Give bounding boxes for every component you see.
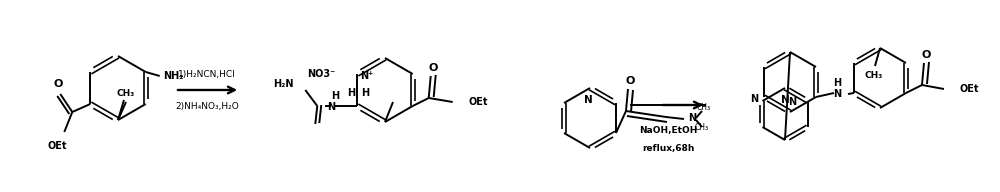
Text: H: H xyxy=(347,88,355,98)
Text: CH₃: CH₃ xyxy=(697,103,711,112)
Text: O: O xyxy=(54,79,63,89)
Text: NO3⁻: NO3⁻ xyxy=(307,69,335,79)
Text: 1)H₂NCN,HCl: 1)H₂NCN,HCl xyxy=(178,70,236,79)
Text: N: N xyxy=(327,102,335,112)
Text: N: N xyxy=(688,113,696,123)
Text: NH₂: NH₂ xyxy=(163,71,184,81)
Text: H₂N: H₂N xyxy=(273,79,293,89)
Text: N: N xyxy=(750,94,758,104)
Text: CH₃: CH₃ xyxy=(695,122,709,132)
Text: OEt: OEt xyxy=(48,141,67,151)
Text: H: H xyxy=(331,91,339,101)
Text: N: N xyxy=(584,95,592,105)
Text: O: O xyxy=(625,76,635,86)
Text: N: N xyxy=(788,97,796,107)
Text: 2)NH₄NO₃,H₂O: 2)NH₄NO₃,H₂O xyxy=(175,103,239,112)
Text: H: H xyxy=(361,88,369,98)
Text: O: O xyxy=(428,63,437,73)
Text: reflux,68h: reflux,68h xyxy=(642,143,694,152)
Text: CH₃: CH₃ xyxy=(117,89,135,98)
Text: N⁺: N⁺ xyxy=(360,71,374,81)
Text: CH₃: CH₃ xyxy=(865,71,883,80)
Text: OEt: OEt xyxy=(469,97,488,107)
Text: NaOH,EtOH: NaOH,EtOH xyxy=(639,126,697,135)
Text: H: H xyxy=(833,78,841,88)
Text: OEt: OEt xyxy=(960,84,979,94)
Text: N: N xyxy=(833,89,841,99)
Text: O: O xyxy=(921,50,931,60)
Text: N: N xyxy=(781,95,789,105)
